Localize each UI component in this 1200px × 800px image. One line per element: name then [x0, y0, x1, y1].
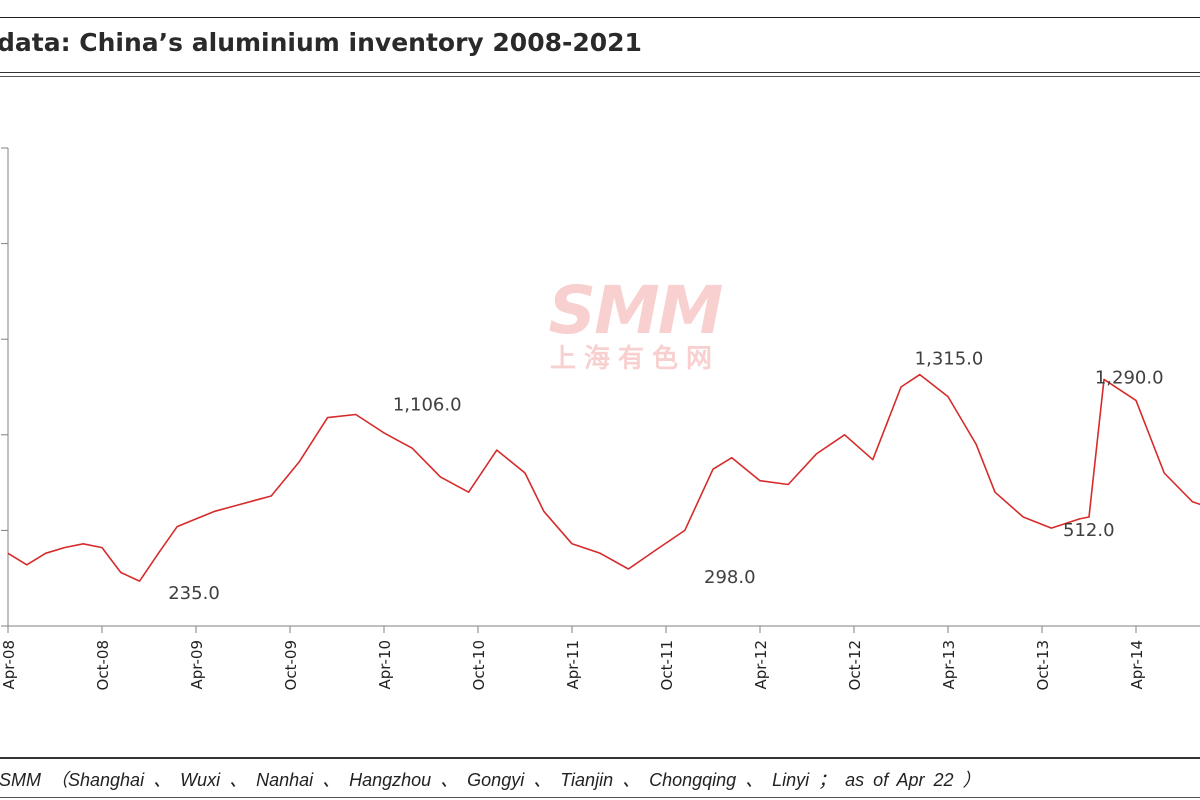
x-tick-label: Apr-13	[940, 640, 958, 690]
data-label: 1,290.0	[1095, 367, 1164, 388]
title-divider-secondary	[0, 76, 1200, 77]
x-tick-label: Apr-10	[376, 640, 394, 690]
x-tick-label: Oct-11	[658, 640, 676, 690]
title-divider	[0, 72, 1200, 73]
x-tick-label: Oct-08	[94, 640, 112, 690]
x-tick-label: Apr-11	[564, 640, 582, 690]
series-layer	[7, 373, 1200, 582]
x-tick-label: Oct-12	[846, 640, 864, 690]
data-label: 512.0	[1063, 520, 1115, 541]
y-axis-ticks	[1, 147, 8, 627]
x-tick-label: Apr-14	[1128, 640, 1146, 690]
x-tick-label: Oct-10	[470, 640, 488, 690]
data-label: 1,315.0	[915, 349, 984, 370]
x-tick-label: Apr-09	[188, 640, 206, 690]
x-tick-label: Oct-09	[282, 640, 300, 690]
x-axis-ticks: Apr-08 Oct-08 Apr-09 Oct-09 Apr-10 Oct-10 Apr-…	[0, 626, 1146, 690]
data-label: 1,106.0	[393, 395, 462, 416]
x-tick-label: Oct-13	[1034, 640, 1052, 690]
series-line	[7, 373, 1200, 582]
bottom-border	[0, 797, 1200, 798]
top-border	[0, 17, 1200, 18]
line-chart: Apr-08 Oct-08 Apr-09 Oct-09 Apr-10 Oct-10 Apr-…	[0, 147, 1200, 690]
source-note: SMM （Shanghai 、 Wuxi 、 Nanhai 、 Hangzhou…	[0, 770, 981, 790]
source-divider	[0, 757, 1200, 759]
chart-title: data: China’s aluminium inventory 2008-2…	[0, 28, 642, 57]
x-tick-label: Apr-12	[752, 640, 770, 690]
data-labels: 235.01,106.0298.01,315.0512.01,290.0537.…	[168, 349, 1164, 604]
data-label: 298.0	[704, 567, 756, 588]
x-tick-label: Apr-08	[0, 640, 18, 690]
data-label: 235.0	[168, 583, 220, 604]
